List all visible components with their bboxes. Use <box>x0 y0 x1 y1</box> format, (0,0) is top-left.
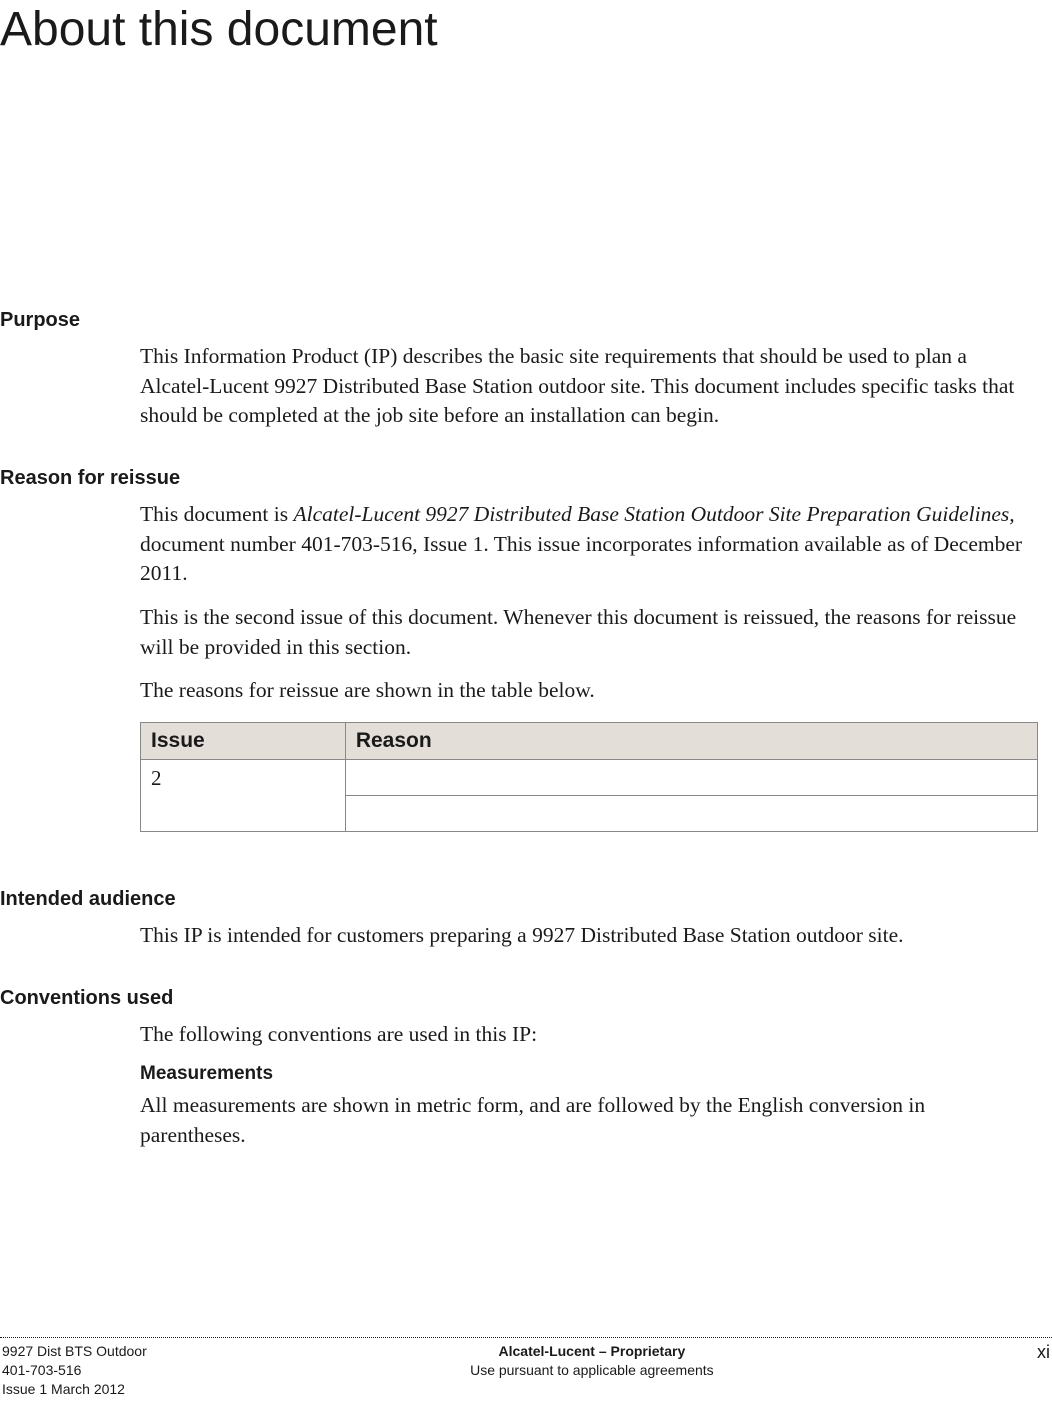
conventions-intro: The following conventions are used in th… <box>0 1020 1052 1050</box>
purpose-body: This Information Product (IP) describes … <box>0 342 1052 431</box>
footer-left-line2: 401-703-516 <box>2 1361 147 1380</box>
footer-rule <box>0 1337 1052 1338</box>
table-header-row: Issue Reason <box>141 722 1038 759</box>
table-cell-reason-1 <box>345 759 1037 795</box>
measurements-body: All measurements are shown in metric for… <box>0 1091 1052 1150</box>
table-header-issue: Issue <box>141 722 346 759</box>
reason-p1-italic: Alcatel-Lucent 9927 Distributed Base Sta… <box>293 502 1014 526</box>
table-cell-reason-2 <box>345 795 1037 831</box>
table-header-reason: Reason <box>345 722 1037 759</box>
sub-heading-measurements: Measurements <box>0 1063 1052 1085</box>
section-heading-audience: Intended audience <box>0 888 1052 911</box>
footer-row: 9927 Dist BTS Outdoor 401-703-516 Issue … <box>0 1342 1052 1399</box>
reissue-table: Issue Reason 2 <box>140 722 1038 832</box>
footer-center: Alcatel-Lucent – Proprietary Use pursuan… <box>470 1342 714 1380</box>
footer-center-line1: Alcatel-Lucent – Proprietary <box>470 1342 714 1361</box>
reason-p3: The reasons for reissue are shown in the… <box>0 676 1052 706</box>
section-heading-conventions: Conventions used <box>0 987 1052 1010</box>
table-cell-issue: 2 <box>141 759 346 831</box>
section-heading-reason: Reason for reissue <box>0 467 1052 490</box>
table-row: 2 <box>141 759 1038 795</box>
page-title: About this document <box>0 2 1052 57</box>
reason-p2: This is the second issue of this documen… <box>0 603 1052 662</box>
reason-p1: This document is Alcatel-Lucent 9927 Dis… <box>0 500 1052 589</box>
footer-left-line1: 9927 Dist BTS Outdoor <box>2 1342 147 1361</box>
audience-body: This IP is intended for customers prepar… <box>0 921 1052 951</box>
footer-left-line3: Issue 1 March 2012 <box>2 1380 147 1399</box>
footer-center-line2: Use pursuant to applicable agreements <box>470 1361 714 1380</box>
footer-page-number: xi <box>1037 1342 1050 1363</box>
section-heading-purpose: Purpose <box>0 309 1052 332</box>
reason-p1-pre: This document is <box>140 502 293 526</box>
footer-left: 9927 Dist BTS Outdoor 401-703-516 Issue … <box>2 1342 147 1399</box>
page-footer: 9927 Dist BTS Outdoor 401-703-516 Issue … <box>0 1337 1052 1399</box>
reason-p1-post: document number 401-703-516, Issue 1. Th… <box>140 532 1022 586</box>
content-area: Purpose This Information Product (IP) de… <box>0 309 1052 1151</box>
